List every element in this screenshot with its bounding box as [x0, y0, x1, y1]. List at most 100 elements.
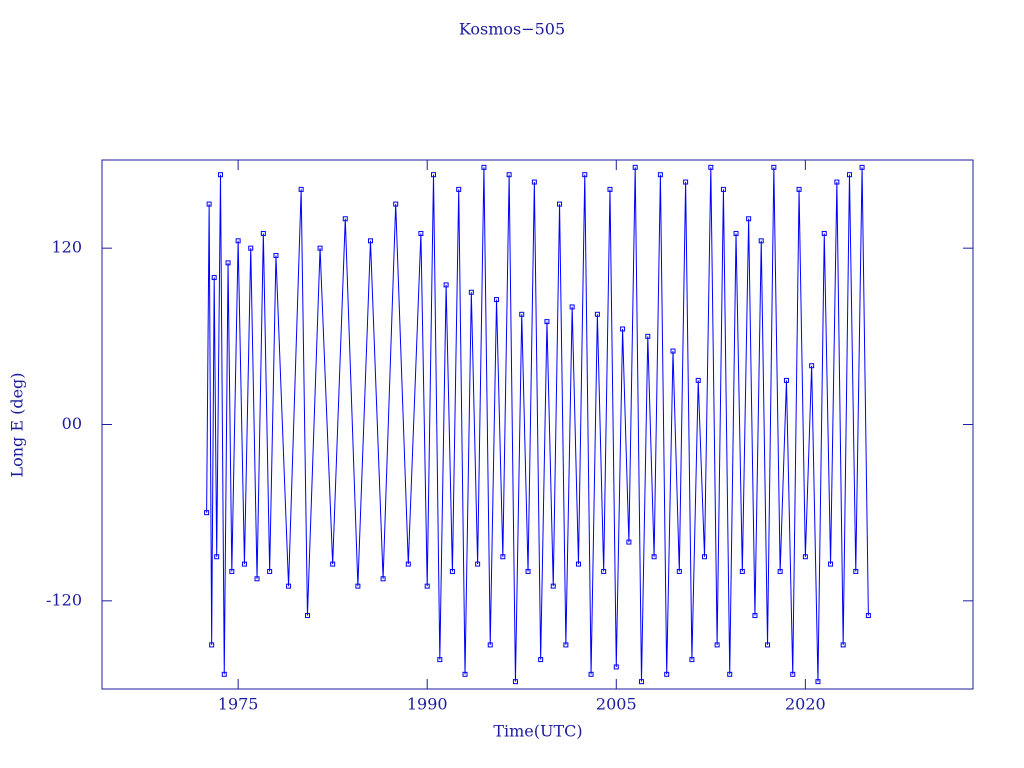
- data-point: [462, 671, 468, 677]
- data-point: [330, 561, 336, 567]
- data-point: [525, 568, 531, 574]
- data-point: [342, 216, 348, 222]
- data-point: [746, 216, 752, 222]
- data-point: [695, 377, 701, 383]
- data-point: [217, 172, 223, 178]
- data-point: [475, 561, 481, 567]
- data-point: [456, 186, 462, 192]
- data-point: [821, 230, 827, 236]
- data-point: [304, 613, 310, 619]
- data-point: [569, 304, 575, 310]
- data-point: [815, 679, 821, 685]
- data-point: [689, 657, 695, 663]
- data-point: [512, 679, 518, 685]
- data-point: [481, 164, 487, 170]
- data-point: [506, 172, 512, 178]
- data-point: [563, 642, 569, 648]
- data-point: [405, 561, 411, 567]
- data-point: [393, 201, 399, 207]
- y-tick-label: 00: [62, 414, 82, 433]
- data-point: [790, 671, 796, 677]
- y-tick-label: -120: [46, 590, 82, 609]
- data-point: [594, 311, 600, 317]
- data-point: [809, 363, 815, 369]
- data-point: [221, 671, 227, 677]
- data-point: [828, 561, 834, 567]
- data-point: [380, 576, 386, 582]
- data-point: [317, 245, 323, 251]
- data-point: [235, 238, 241, 244]
- data-point: [783, 377, 789, 383]
- data-point: [765, 642, 771, 648]
- data-point: [670, 348, 676, 354]
- data-point: [487, 642, 493, 648]
- data-point: [777, 568, 783, 574]
- data-point: [544, 319, 550, 325]
- data-point: [557, 201, 563, 207]
- data-point: [531, 179, 537, 185]
- data-point: [865, 613, 871, 619]
- data-point: [758, 238, 764, 244]
- data-point: [214, 554, 220, 560]
- data-point: [209, 642, 215, 648]
- data-point: [355, 583, 361, 589]
- y-tick-label: 120: [51, 238, 82, 257]
- data-point: [538, 657, 544, 663]
- data-point: [229, 568, 235, 574]
- data-point: [657, 172, 663, 178]
- data-point: [588, 671, 594, 677]
- data-point: [714, 642, 720, 648]
- data-point: [727, 671, 733, 677]
- data-point: [632, 164, 638, 170]
- data-point: [620, 326, 626, 332]
- data-point: [708, 164, 714, 170]
- data-point: [601, 568, 607, 574]
- data-point: [519, 311, 525, 317]
- data-point: [638, 679, 644, 685]
- data-point: [683, 179, 689, 185]
- data-line: [206, 167, 869, 682]
- x-axis-label: Time(UTC): [493, 722, 582, 741]
- data-point: [607, 186, 613, 192]
- data-point: [267, 568, 273, 574]
- data-point: [840, 642, 846, 648]
- y-axis-label: Long E (deg): [8, 372, 27, 477]
- data-point: [853, 568, 859, 574]
- data-point: [298, 186, 304, 192]
- data-point: [500, 554, 506, 560]
- data-point: [771, 164, 777, 170]
- data-point: [575, 561, 581, 567]
- data-point: [834, 179, 840, 185]
- data-point: [645, 333, 651, 339]
- x-tick-label: 1975: [218, 695, 259, 714]
- data-point: [550, 583, 556, 589]
- data-point: [859, 164, 865, 170]
- chart-title: Kosmos−505: [459, 20, 565, 39]
- data-point: [254, 576, 260, 582]
- data-point: [260, 230, 266, 236]
- x-tick-label: 2020: [785, 695, 826, 714]
- data-point: [720, 186, 726, 192]
- x-tick-label: 1990: [407, 695, 448, 714]
- data-point: [613, 664, 619, 670]
- data-point: [626, 539, 632, 545]
- data-point: [796, 186, 802, 192]
- data-point: [418, 230, 424, 236]
- data-point: [651, 554, 657, 560]
- data-point: [846, 172, 852, 178]
- data-point: [443, 282, 449, 288]
- data-point: [248, 245, 254, 251]
- data-point: [225, 260, 231, 266]
- data-point: [204, 510, 210, 516]
- data-point: [752, 613, 758, 619]
- data-point: [431, 172, 437, 178]
- data-point: [702, 554, 708, 560]
- data-point: [211, 275, 217, 281]
- data-point: [273, 253, 279, 259]
- data-point: [739, 568, 745, 574]
- data-point: [802, 554, 808, 560]
- data-point: [206, 201, 212, 207]
- data-point: [733, 230, 739, 236]
- data-point: [286, 583, 292, 589]
- data-point: [664, 671, 670, 677]
